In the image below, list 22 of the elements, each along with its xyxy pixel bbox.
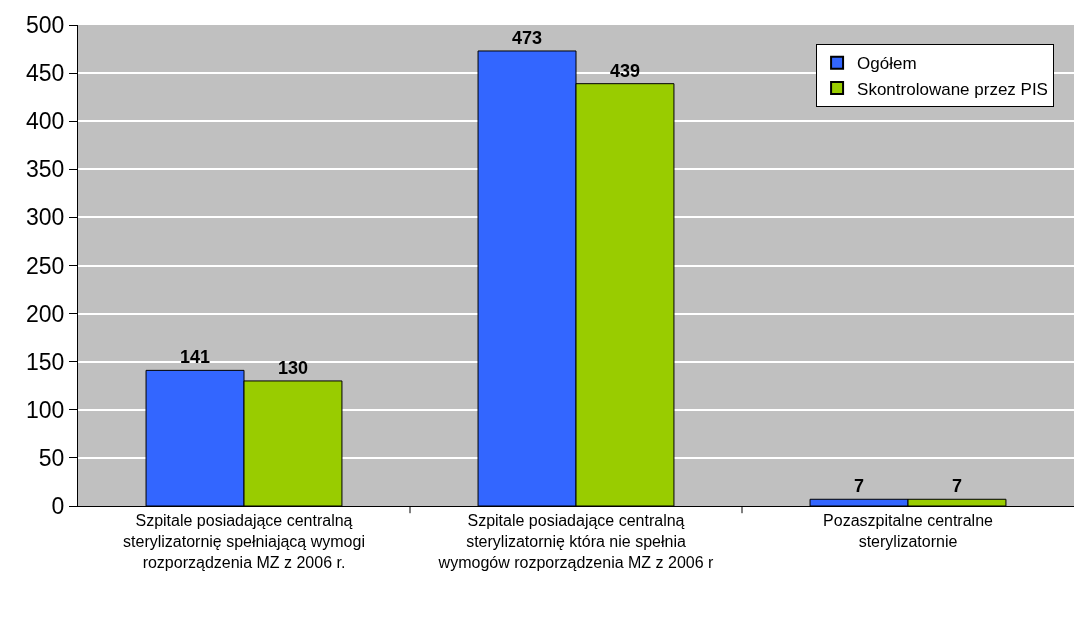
data-label: 7: [854, 476, 865, 497]
y-tick-label: 50: [38, 444, 65, 471]
data-label: 7: [951, 476, 962, 497]
y-tick-label: 350: [26, 156, 65, 183]
y-tick-label: 500: [26, 12, 65, 39]
data-label: 439: [609, 60, 640, 81]
y-tick-label: 300: [26, 204, 65, 231]
y-tick-label: 200: [26, 300, 65, 327]
y-tick-label: 100: [26, 396, 65, 423]
data-label: 473: [512, 27, 543, 48]
y-tick-label: 400: [26, 108, 65, 135]
y-tick-label: 450: [26, 60, 65, 87]
legend-label: Skontrolowane przez PIS: [857, 79, 1048, 99]
y-tick-label: 0: [51, 493, 65, 520]
x-tick-label: Szpitale posiadające centralną sterylizatornię spełniającą wymogi rozporządzenia MZ z 2006 r.: [123, 512, 365, 571]
data-label: 141: [180, 347, 211, 368]
y-tick-label: 250: [26, 252, 65, 279]
y-tick-label: 150: [26, 348, 65, 375]
data-label: 130: [277, 357, 308, 378]
legend-label: Ogółem: [857, 54, 917, 74]
x-tick-label: Pozaszpitalne centralne sterylizatornie: [823, 512, 994, 550]
x-tick-label: Szpitale posiadające centralną sterylizatornię która nie spełnia wymogów rozporządzenia MZ z 2006 r: [437, 512, 715, 571]
